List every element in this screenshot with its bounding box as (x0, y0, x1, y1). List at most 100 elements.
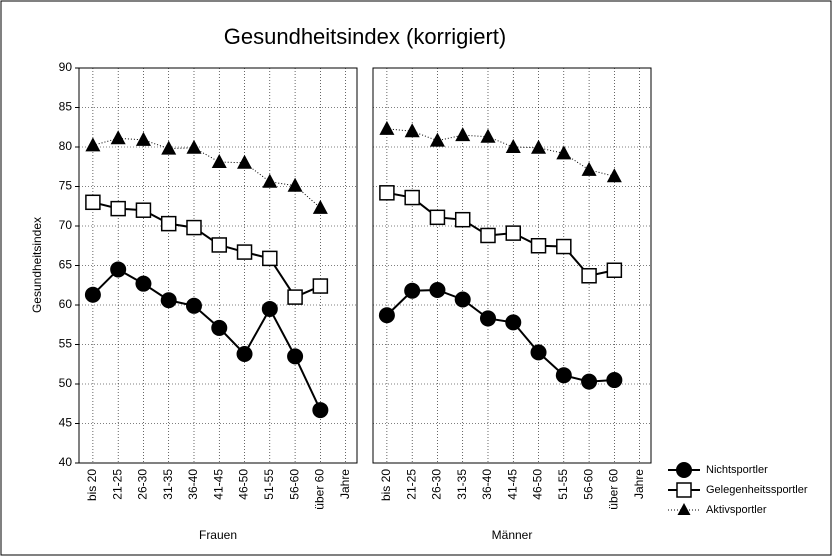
marker (185, 297, 202, 314)
x-axis-label: Frauen (199, 528, 237, 542)
y-axis-label: Gesundheitsindex (30, 217, 44, 313)
x-tick-label: bis 20 (85, 469, 99, 501)
marker (454, 211, 471, 228)
marker (556, 238, 572, 255)
marker (161, 140, 177, 155)
y-tick-label: 75 (59, 179, 73, 193)
legend-marker (676, 462, 692, 478)
x-axis-label: Männer (492, 528, 533, 542)
marker (379, 120, 395, 135)
y-tick-label: 80 (59, 139, 73, 153)
marker (530, 238, 547, 254)
marker (312, 278, 329, 294)
plot-area (78, 67, 358, 464)
marker (581, 373, 598, 390)
marker (555, 367, 572, 384)
marker (287, 348, 304, 365)
series-line (386, 288, 615, 383)
x-tick-label: bis 20 (379, 469, 393, 501)
x-tick-label: 46-50 (237, 469, 251, 500)
marker (85, 137, 101, 152)
marker (236, 244, 253, 260)
marker (236, 345, 253, 362)
marker (135, 275, 152, 292)
marker (505, 314, 522, 331)
y-tick-label: 70 (59, 218, 73, 232)
marker (429, 209, 446, 226)
legend-label: Gelegenheitssportler (706, 484, 808, 496)
marker (312, 199, 328, 214)
x-tick-label: 41-45 (211, 469, 225, 500)
y-tick-label: 45 (59, 416, 73, 430)
marker (261, 300, 278, 317)
marker (556, 145, 572, 160)
marker (429, 281, 446, 298)
marker (378, 307, 395, 324)
marker (135, 131, 151, 146)
y-tick-label: 90 (59, 60, 73, 74)
marker (84, 286, 101, 303)
marker (606, 372, 623, 389)
marker (211, 154, 227, 169)
chart-title: Gesundheitsindex (korrigiert) (224, 24, 506, 49)
x-tick-label: 56-60 (287, 469, 301, 500)
y-tick-label: 50 (59, 376, 73, 390)
x-tick-label: 26-30 (136, 469, 150, 500)
marker (429, 132, 445, 147)
marker (581, 161, 597, 176)
legend-label: Aktivsportler (706, 504, 767, 516)
marker (186, 139, 202, 154)
marker (581, 268, 597, 284)
marker (160, 292, 177, 309)
legend-marker (676, 482, 692, 498)
x-tick-label: über 60 (313, 469, 327, 510)
series-line (92, 268, 322, 411)
x-tick-label: 21-25 (110, 469, 124, 500)
marker (85, 194, 101, 211)
series-line (92, 201, 321, 299)
x-tick-label: 56-60 (581, 469, 595, 500)
series-line (92, 137, 321, 209)
y-tick-label: 65 (59, 258, 73, 272)
marker (135, 202, 152, 218)
marker (505, 225, 522, 241)
x-tick-label: 51-55 (262, 469, 276, 500)
marker (480, 128, 496, 143)
marker (160, 215, 177, 232)
marker (455, 127, 471, 142)
x-tick-label: 26-30 (430, 469, 444, 500)
marker (287, 289, 303, 305)
marker (606, 262, 623, 278)
marker (186, 219, 202, 236)
marker (262, 173, 278, 188)
x-tick-label: 51-55 (556, 469, 570, 500)
marker (379, 185, 395, 201)
x-tick-label: 36-40 (480, 469, 494, 500)
marker (505, 139, 521, 153)
y-tick-label: 60 (59, 297, 73, 311)
y-tick-label: 85 (59, 100, 73, 114)
series-line (386, 128, 615, 177)
x-unit-label: Jahre (338, 469, 352, 499)
marker (404, 282, 421, 299)
plot-area (372, 67, 652, 464)
x-tick-label: 41-45 (505, 469, 519, 500)
marker (404, 123, 420, 138)
y-tick-label: 40 (59, 455, 73, 469)
marker (287, 177, 303, 192)
x-tick-label: über 60 (607, 469, 621, 510)
legend-label: Nichtsportler (706, 464, 768, 476)
marker (606, 168, 622, 183)
marker (454, 291, 471, 308)
legend-marker (677, 503, 691, 515)
marker (110, 130, 126, 145)
marker (110, 200, 126, 217)
marker (404, 189, 420, 206)
marker (312, 402, 329, 419)
y-tick-label: 55 (59, 337, 73, 351)
marker (531, 139, 547, 154)
x-tick-label: 31-35 (455, 469, 469, 500)
marker (110, 261, 127, 278)
